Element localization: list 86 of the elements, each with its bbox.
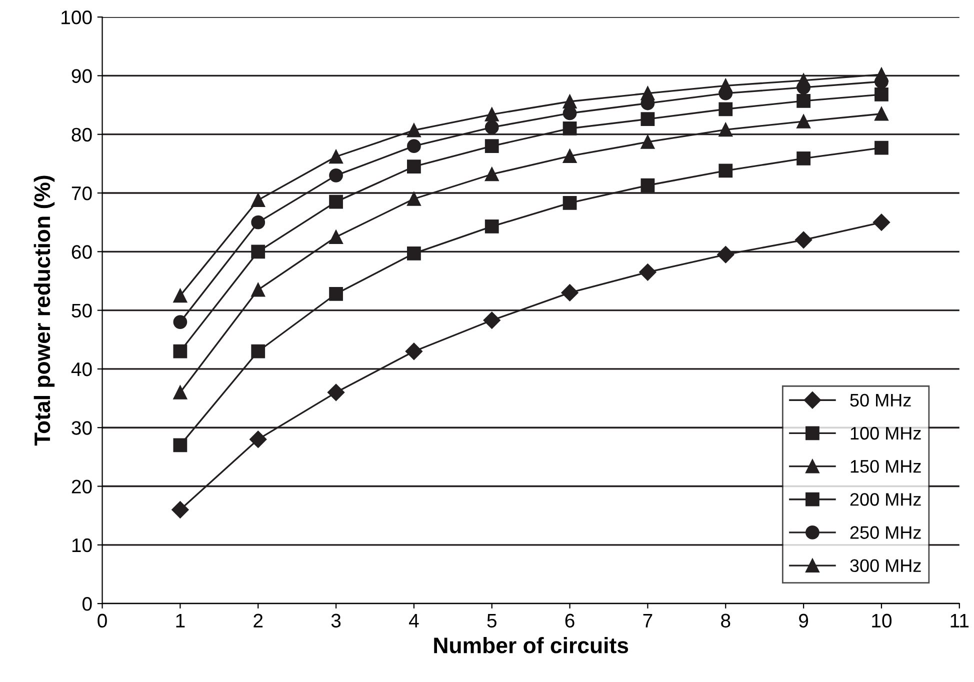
x-tick-label: 7 [643, 614, 652, 628]
point [407, 192, 421, 206]
y-axis-title: Total power reduction (%) [34, 176, 55, 446]
y-tick-label: 20 [72, 480, 92, 494]
x-tick-label: 1 [176, 614, 185, 628]
point [796, 73, 810, 88]
point [718, 164, 733, 178]
y-tick-label: 100 [62, 10, 92, 24]
point [718, 122, 733, 137]
y-tick-label: 40 [71, 362, 92, 376]
legend-label: 150 MHz [850, 460, 921, 473]
x-tick-label: 3 [331, 614, 341, 628]
point [484, 107, 499, 122]
legend-label: 200 MHz [850, 493, 921, 506]
x-tick-label: 4 [408, 614, 419, 628]
point [329, 168, 343, 182]
x-tick-label: 0 [98, 614, 107, 628]
y-tick-label: 60 [72, 245, 92, 259]
y-tick-label: 10 [72, 538, 92, 552]
point [173, 385, 188, 400]
point [483, 312, 500, 329]
point [407, 160, 421, 174]
x-tick-label: 10 [872, 614, 892, 628]
point [484, 219, 499, 234]
point [562, 94, 577, 108]
point [405, 342, 422, 360]
point [251, 282, 266, 297]
point [173, 438, 188, 452]
y-tick-label: 80 [72, 128, 92, 142]
point [561, 284, 578, 302]
point [639, 264, 656, 281]
point [872, 214, 890, 231]
point [407, 246, 421, 260]
point [329, 230, 343, 244]
point [796, 114, 810, 128]
point [718, 78, 733, 93]
point [327, 384, 345, 401]
point [484, 167, 499, 182]
y-tick-label: 70 [72, 186, 92, 200]
legend-label: 300 MHz [850, 559, 921, 572]
x-tick-label: 9 [799, 614, 808, 628]
point [795, 231, 812, 248]
point [640, 178, 655, 192]
legend-label: 50 MHz [850, 394, 911, 407]
x-tick-label: 6 [565, 614, 574, 628]
y-tick-label: 50 [72, 304, 92, 318]
point [407, 139, 421, 154]
point [407, 123, 421, 138]
point [562, 149, 577, 163]
point [251, 244, 266, 259]
point [717, 246, 734, 264]
x-axis-title: Number of circuits [434, 636, 628, 654]
x-tick-label: 8 [721, 614, 730, 628]
point [484, 120, 499, 134]
point [874, 140, 888, 155]
point [250, 430, 267, 448]
point [874, 68, 888, 82]
point [484, 139, 499, 154]
point [251, 193, 266, 207]
point [640, 86, 655, 100]
x-tick-label: 2 [254, 614, 263, 628]
y-tick-label: 0 [82, 597, 92, 611]
point [173, 288, 188, 303]
y-tick-label: 90 [72, 69, 92, 83]
point [796, 94, 810, 108]
point [874, 88, 888, 102]
legend-label: 100 MHz [850, 426, 921, 440]
point [640, 112, 655, 126]
y-tick-label: 30 [72, 421, 92, 435]
point [562, 122, 577, 136]
point [173, 344, 188, 358]
point [173, 315, 188, 329]
point [562, 196, 577, 210]
point [251, 344, 266, 358]
point [251, 215, 266, 230]
point [640, 135, 655, 149]
point [718, 102, 733, 116]
point [796, 151, 810, 166]
point [329, 286, 343, 301]
point [172, 501, 189, 518]
legend-label: 250 MHz [850, 526, 921, 539]
point [874, 106, 888, 121]
point [329, 150, 343, 164]
x-tick-label: 11 [950, 614, 969, 628]
x-tick-label: 5 [487, 614, 496, 628]
point [329, 194, 343, 209]
